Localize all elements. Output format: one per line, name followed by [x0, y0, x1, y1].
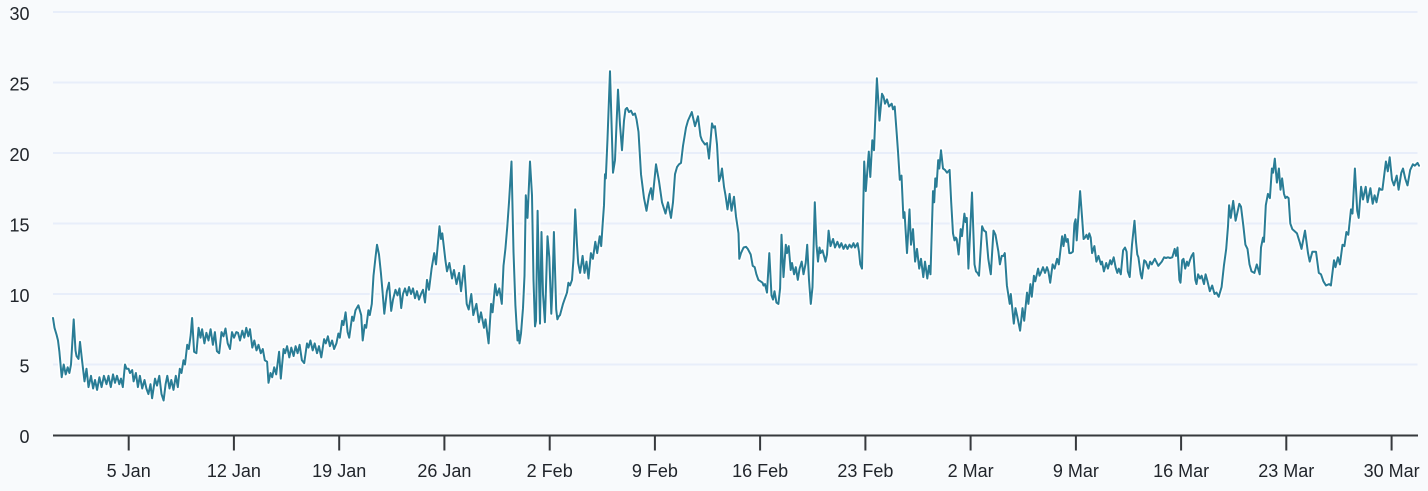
svg-text:16 Mar: 16 Mar — [1153, 461, 1209, 481]
svg-text:2 Mar: 2 Mar — [948, 461, 994, 481]
svg-text:23 Mar: 23 Mar — [1258, 461, 1314, 481]
svg-text:30: 30 — [9, 4, 29, 24]
svg-text:16 Feb: 16 Feb — [732, 461, 788, 481]
svg-text:25: 25 — [9, 75, 29, 95]
svg-text:30 Mar: 30 Mar — [1364, 461, 1420, 481]
svg-text:5 Jan: 5 Jan — [107, 461, 151, 481]
svg-text:19 Jan: 19 Jan — [312, 461, 366, 481]
svg-text:5: 5 — [19, 357, 29, 377]
svg-text:12 Jan: 12 Jan — [207, 461, 261, 481]
svg-text:2 Feb: 2 Feb — [527, 461, 573, 481]
svg-text:15: 15 — [9, 216, 29, 236]
svg-text:0: 0 — [19, 427, 29, 447]
svg-text:26 Jan: 26 Jan — [417, 461, 471, 481]
svg-text:23 Feb: 23 Feb — [837, 461, 893, 481]
svg-text:9 Mar: 9 Mar — [1053, 461, 1099, 481]
svg-text:20: 20 — [9, 145, 29, 165]
svg-text:10: 10 — [9, 286, 29, 306]
svg-text:9 Feb: 9 Feb — [632, 461, 678, 481]
